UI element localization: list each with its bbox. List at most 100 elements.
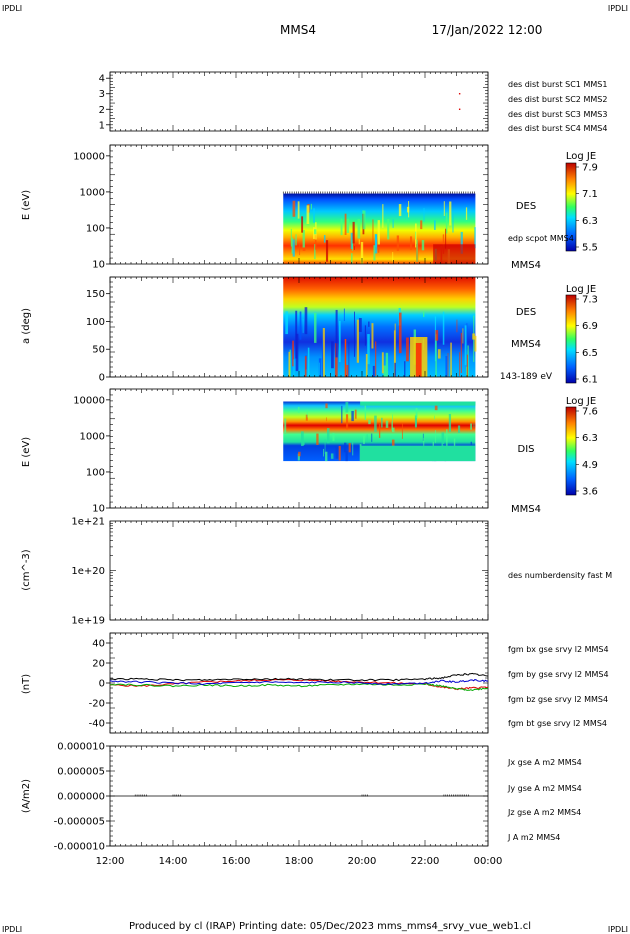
spectrogram-streak — [330, 453, 334, 459]
legend-burst-sc4: des dist burst SC4 MMS4 — [508, 124, 607, 133]
colorbar-title-dis-energy: Log JE — [566, 396, 596, 407]
spectrogram-streak — [313, 208, 315, 223]
high-flux-region — [433, 244, 476, 264]
panel-des-pitch-angle: 150 100 50 0 7.3 6.9 6.5 6.1 — [86, 276, 598, 386]
spectrogram-streak — [314, 229, 317, 235]
spectrogram-streak — [420, 220, 423, 230]
spectrogram-streak — [319, 362, 321, 377]
spectrogram-streak — [343, 308, 345, 322]
instrument-des-pitch: DES — [516, 307, 536, 318]
spectrogram-streak — [340, 218, 343, 236]
spectrogram-streak — [381, 417, 383, 428]
time-axis: 12:00 14:00 16:00 18:00 20:00 22:00 00:00 — [96, 856, 503, 867]
spectrogram-streak — [362, 210, 366, 230]
legend-burst-sc1: des dist burst SC1 MMS1 — [508, 80, 607, 89]
panel-number-density: 1e+21 1e+20 1e+19 — [71, 517, 489, 627]
spectrogram-streak — [344, 442, 347, 453]
spectrogram-streak — [385, 352, 389, 377]
colorbar-tick-label: 4.9 — [582, 460, 598, 471]
y-tick-label: 100 — [86, 223, 105, 234]
spectrogram-streak — [323, 235, 326, 243]
spectrogram-streak — [373, 245, 376, 261]
spectrogram-streak — [421, 240, 425, 251]
y-tick-label: -20 — [89, 699, 105, 710]
spectrogram-streak — [323, 448, 325, 457]
spectrogram-streak — [335, 446, 339, 459]
legend-field-bx: fgm bx gse srvy l2 MMS4 — [508, 645, 609, 654]
y-tick-label: 1e+21 — [71, 517, 105, 528]
spectrogram-streak — [467, 345, 469, 377]
spectrogram-streak — [345, 414, 349, 430]
y-tick-label: 0 — [99, 373, 105, 384]
spectrogram-streak — [464, 325, 467, 366]
y-tick-label: 150 — [86, 289, 105, 300]
spectrogram-streak — [472, 333, 475, 340]
spectrogram-streak — [334, 343, 338, 377]
spectrogram-streak — [459, 352, 460, 377]
spectrogram-streak — [292, 239, 295, 257]
spectrogram-streak — [392, 252, 394, 262]
spectrogram-streak — [377, 247, 380, 253]
spectrogram-streak — [394, 323, 396, 369]
spectrogram-streak — [473, 423, 475, 428]
spectrogram-streak — [310, 203, 313, 210]
colorbar-tick-label: 6.9 — [582, 321, 598, 332]
spectrogram-streak — [445, 355, 448, 377]
spectrogram-streak — [398, 204, 402, 217]
legend-field-bt: fgm bt gse srvy l2 MMS4 — [508, 719, 607, 728]
spectrogram-streak — [284, 418, 287, 434]
colorbar-tick-label: 6.3 — [582, 216, 598, 227]
spectrogram-streak — [316, 433, 319, 446]
spectrogram-streak — [372, 365, 375, 377]
spectrogram-streak — [314, 313, 317, 343]
spectrogram-streak — [462, 328, 464, 344]
spectrogram-streak — [466, 354, 468, 377]
legend-burst: des dist burst SC1 MMS1 des dist burst S… — [508, 80, 607, 133]
spectrogram-streak — [365, 354, 368, 377]
spectrogram-streak — [460, 332, 462, 374]
spectrogram-streak — [300, 431, 304, 447]
spectrogram-streak — [285, 311, 289, 335]
ylabel-field: (nT) — [21, 674, 32, 694]
y-tick-label: 1e+20 — [71, 566, 105, 577]
spacecraft-dis-energy: MMS4 — [511, 504, 541, 515]
spectrogram-streak — [448, 413, 452, 432]
spectrogram-streak — [305, 414, 308, 421]
spectrogram-streak — [474, 335, 477, 352]
spectrogram-streak — [338, 320, 341, 363]
spectrogram-streak — [378, 424, 381, 438]
spectrogram-streak — [450, 342, 452, 377]
spectrogram-streak — [423, 311, 425, 317]
spectrogram-streak — [288, 351, 291, 377]
spectrogram-streak — [445, 228, 447, 249]
x-tick-label: 18:00 — [285, 856, 314, 867]
legend-burst-sc2: des dist burst SC2 MMS2 — [508, 95, 607, 104]
x-tick-label: 12:00 — [96, 856, 125, 867]
instrument-des-energy: DES — [516, 201, 536, 212]
colorbar-tick-label: 7.1 — [582, 189, 598, 200]
spectrogram-streak — [363, 435, 365, 445]
spectrogram-streak — [456, 319, 458, 333]
spectrogram-streak — [392, 414, 393, 432]
spectrogram-streak — [306, 409, 308, 418]
spectrogram-streak — [408, 201, 410, 218]
spectrogram-streak — [396, 235, 400, 251]
footer-credit: Produced by cl (IRAP) Printing date: 05/… — [129, 921, 531, 932]
spectrogram-streak — [401, 423, 403, 439]
colorbar — [565, 406, 577, 496]
spectrogram-streak — [372, 219, 374, 243]
spectrogram-streak — [367, 334, 370, 365]
spectrogram-streak — [358, 318, 362, 332]
y-tick-label: 10000 — [73, 151, 105, 162]
spectrogram-streak — [447, 352, 449, 377]
spectrogram-streak — [434, 415, 435, 420]
legend-field-by: fgm by gse srvy l2 MMS4 — [508, 670, 609, 679]
annotation-scpot: edp scpot MMS4 — [508, 234, 574, 243]
y-tick-label: 40 — [92, 639, 105, 650]
y-tick-label: 3 — [99, 89, 105, 100]
spectrogram-streak — [406, 337, 409, 362]
corner-mark-bottom-right: IPDLI — [608, 925, 628, 934]
spectrogram-streak — [443, 201, 445, 217]
y-tick-label: 20 — [92, 659, 105, 670]
